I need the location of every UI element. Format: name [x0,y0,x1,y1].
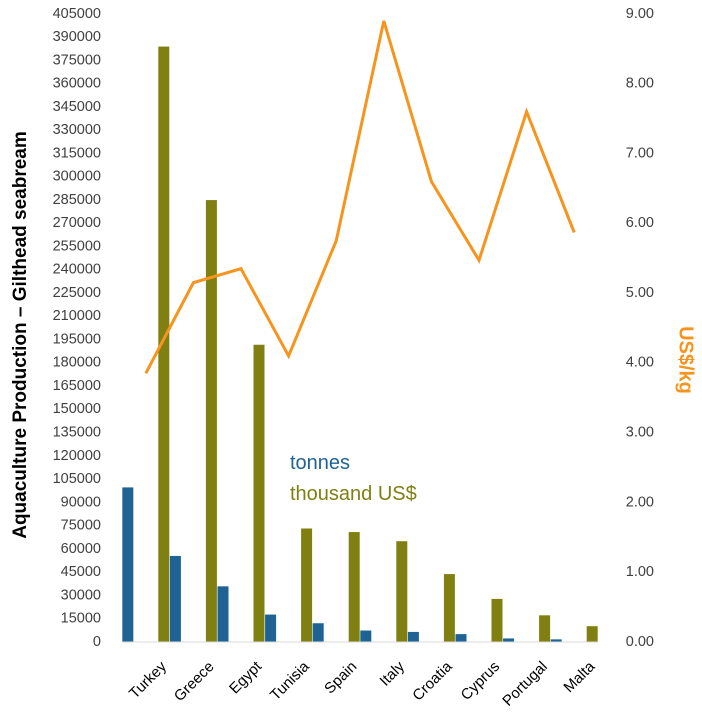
y-tick-label: 0 [93,634,101,650]
y-tick-label: 180000 [53,355,101,371]
y2-axis-ticks: 0.00 1.00 2.00 3.00 4.00 5.00 6.00 7.00 8.00 9.00 [626,6,654,650]
bar-thousand-us--tunisia [301,528,313,642]
y2-tick-label: 9.00 [626,6,654,22]
y-tick-label: 330000 [53,122,101,138]
y2-tick-label: 0.00 [626,634,654,650]
x-tick-malta: Malta [560,658,598,696]
y2-tick-label: 4.00 [626,355,654,371]
bar-tonnes-turkey [122,487,134,642]
x-tick-tunisia: Tunisia [267,658,313,704]
y-tick-label: 60000 [61,541,101,557]
legend-thousand-usd: thousand US$ [290,483,417,505]
bar-thousand-us--spain [348,532,360,642]
y-tick-label: 360000 [53,76,101,92]
y-tick-label: 315000 [53,145,101,161]
y-tick-label: 75000 [61,518,101,534]
bar-thousand-us--malta [586,626,598,642]
y-tick-label: 375000 [53,52,101,68]
y-tick-label: 270000 [53,215,101,231]
y2-tick-label: 5.00 [626,285,654,301]
x-tick-turkey: Turkey [126,658,170,702]
y2-tick-label: 2.00 [626,494,654,510]
y-tick-label: 165000 [53,378,101,394]
bar-tonnes-malta [550,639,562,642]
bar-thousand-us--cyprus [491,598,503,642]
x-tick-portugal: Portugal [499,658,551,710]
x-tick-italy: Italy [377,658,409,690]
price-line [144,20,576,375]
y-tick-label: 255000 [53,238,101,254]
x-tick-egypt: Egypt [226,658,266,698]
bars [122,46,598,642]
y-tick-label: 300000 [53,169,101,185]
y-tick-label: 135000 [53,424,101,440]
bar-tonnes-egypt [217,586,229,642]
y-tick-label: 30000 [61,587,101,603]
x-tick-cyprus: Cyprus [458,658,504,704]
bar-tonnes-greece [169,555,181,642]
y-tick-label: 150000 [53,401,101,417]
y-tick-label: 240000 [53,262,101,278]
y-tick-label: 390000 [53,29,101,45]
bar-tonnes-spain [312,623,324,642]
bar-tonnes-tunisia [265,614,277,642]
bar-thousand-us--turkey [158,46,170,642]
y2-tick-label: 6.00 [626,215,654,231]
y2-tick-label: 8.00 [626,76,654,92]
y2-axis-label: US$/kg [675,326,697,394]
y-tick-label: 195000 [53,331,101,347]
y-tick-label: 225000 [53,285,101,301]
x-tick-greece: Greece [171,658,218,705]
legend-tonnes: tonnes [290,452,350,474]
bar-tonnes-italy [360,630,372,642]
y-tick-label: 120000 [53,448,101,464]
bar-thousand-us--croatia [443,574,455,642]
y2-tick-label: 7.00 [626,145,654,161]
bar-thousand-us--egypt [253,344,265,642]
y-tick-label: 45000 [61,564,101,580]
bar-tonnes-croatia [407,631,419,642]
y-tick-label: 90000 [61,494,101,510]
y-tick-label: 105000 [53,471,101,487]
y-tick-label: 210000 [53,308,101,324]
y-axis-label: Aquaculture Production – Gilthead seabre… [10,131,31,539]
y-tick-label: 405000 [53,6,101,22]
y-tick-label: 345000 [53,99,101,115]
y-axis-ticks: 0 15000 30000 45000 60000 75000 90000 105000 120… [53,6,101,650]
x-axis-ticks: Turkey Greece Egypt Tunisia Spain Italy Croati… [126,658,599,710]
x-tick-croatia: Croatia [409,658,456,705]
bar-tonnes-cyprus [455,634,467,642]
y2-tick-label: 3.00 [626,424,654,440]
y-tick-label: 285000 [53,192,101,208]
bar-thousand-us--portugal [539,615,551,642]
bar-thousand-us--italy [396,541,408,642]
line-price-per-kg [144,20,576,375]
x-tick-spain: Spain [321,658,360,697]
y-tick-label: 15000 [61,611,101,627]
y2-tick-label: 1.00 [626,564,654,580]
bar-thousand-us--greece [205,200,217,642]
bar-tonnes-portugal [503,638,515,642]
